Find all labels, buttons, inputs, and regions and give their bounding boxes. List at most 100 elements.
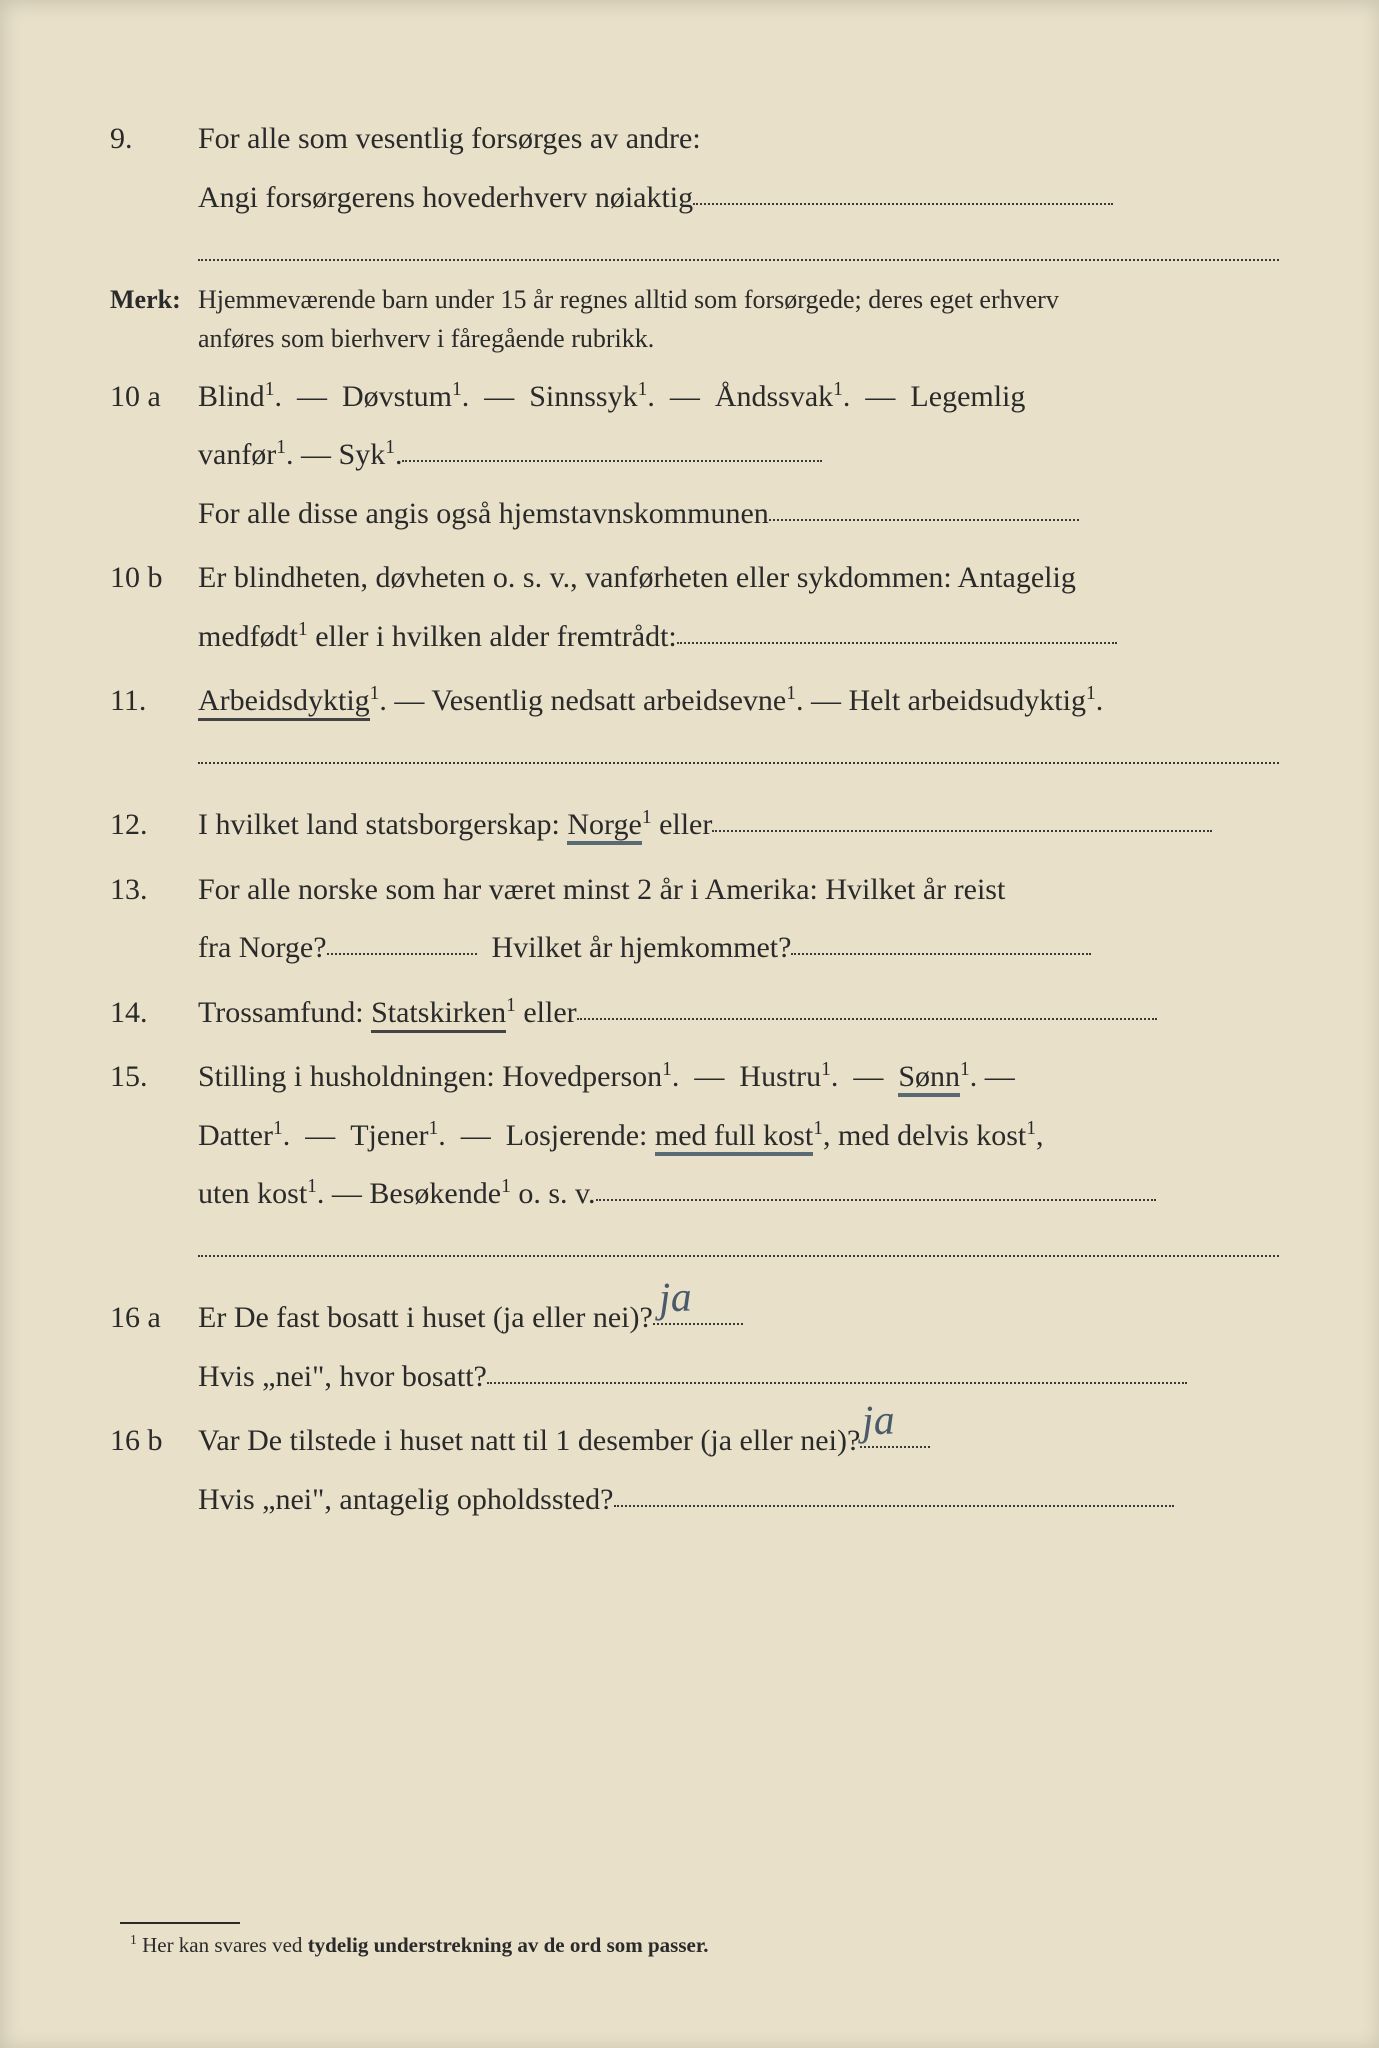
footnote-text-b: tydelig understrekning av de ord som pas…: [308, 1933, 709, 1957]
fill-line: [693, 176, 1113, 205]
q10a-syk: Syk: [339, 438, 386, 471]
question-9: 9. For alle som vesentlig forsørges av a…: [110, 110, 1279, 227]
q9-line1: For alle som vesentlig forsørges av andr…: [198, 122, 701, 155]
fill-line-full: [198, 233, 1279, 261]
fill-line: [614, 1478, 1174, 1507]
q10b-line2b: eller i hvilken alder fremtrådt:: [308, 620, 677, 653]
q9-number: 9.: [110, 110, 198, 169]
q15-hustru: Hustru: [739, 1060, 821, 1093]
q11-opt1: Arbeidsdyktig: [198, 684, 370, 721]
q14-after: eller: [516, 996, 577, 1029]
fill-line: [487, 1355, 1187, 1384]
footnote-text-a: Her kan svares ved: [137, 1933, 308, 1957]
question-12: 12. I hvilket land statsborgerskap: Norg…: [110, 796, 1279, 855]
q16b-number: 16 b: [110, 1412, 198, 1471]
q14-body: Trossamfund: Statskirken1 eller: [198, 984, 1279, 1043]
q16a-line2: Hvis „nei", hvor bosatt?: [198, 1360, 487, 1393]
q16a-line1: Er De fast bosatt i huset (ja eller nei)…: [198, 1301, 653, 1334]
fill-line: [769, 492, 1079, 521]
q14-opt: Statskirken: [371, 996, 506, 1033]
fill-line: [402, 433, 822, 462]
question-10a: 10 a Blind1. — Døvstum1. — Sinnssyk1. — …: [110, 368, 1279, 544]
q11-end: — Helt arbeidsudyktig: [804, 684, 1086, 717]
q16a-body: Er De fast bosatt i huset (ja eller nei)…: [198, 1289, 1279, 1406]
q10a-line3: For alle disse angis også hjemstavnskomm…: [198, 497, 769, 530]
q11-mid: — Vesentlig nedsatt arbeidsevne: [387, 684, 786, 717]
q13-line1: For alle norske som har været minst 2 år…: [198, 873, 1005, 906]
question-11: 11. Arbeidsdyktig1. — Vesentlig nedsatt …: [110, 672, 1279, 731]
question-13: 13. For alle norske som har været minst …: [110, 861, 1279, 978]
fill-line: [791, 926, 1091, 955]
footnote-marker: 1: [130, 1932, 137, 1947]
q14-text: Trossamfund:: [198, 996, 371, 1029]
q10a-number: 10 a: [110, 368, 198, 427]
fill-line: [327, 926, 477, 955]
q15-lead: Stilling i husholdningen: Hovedperson: [198, 1060, 662, 1093]
question-15: 15. Stilling i husholdningen: Hovedperso…: [110, 1048, 1279, 1224]
question-14: 14. Trossamfund: Statskirken1 eller: [110, 984, 1279, 1043]
q10a-vanfor: vanfør: [198, 438, 276, 471]
question-10b: 10 b Er blindheten, døvheten o. s. v., v…: [110, 549, 1279, 666]
q15-tjener: Tjener: [350, 1119, 428, 1152]
q15-datter: Datter: [198, 1119, 273, 1152]
footnote-rule: [120, 1922, 240, 1924]
q10b-line1: Er blindheten, døvheten o. s. v., vanfør…: [198, 561, 1076, 594]
q10a-body: Blind1. — Døvstum1. — Sinnssyk1. — Åndss…: [198, 368, 1279, 544]
fill-line: ja: [653, 1296, 743, 1325]
q12-body: I hvilket land statsborgerskap: Norge1 e…: [198, 796, 1279, 855]
q15-full: med full kost: [655, 1119, 813, 1156]
merk-text2: anføres som bierhverv i fåregående rubri…: [198, 324, 654, 353]
q15-delvis: , med delvis kost: [823, 1119, 1026, 1152]
q16b-answer: ja: [862, 1405, 896, 1440]
merk-note: Merk: Hjemmeværende barn under 15 år reg…: [110, 275, 1279, 358]
q12-after: eller: [652, 808, 713, 841]
q12-number: 12.: [110, 796, 198, 855]
q13-line2b: Hvilket år hjemkommet?: [492, 931, 792, 964]
fill-line-full: [198, 1230, 1279, 1258]
q15-sonn: Sønn: [898, 1060, 960, 1097]
q9-body: For alle som vesentlig forsørges av andr…: [198, 110, 1279, 227]
q10a-opt2: Døvstum: [342, 380, 452, 413]
question-16b: 16 b Var De tilstede i huset natt til 1 …: [110, 1412, 1279, 1529]
fill-line: [677, 615, 1117, 644]
q10a-opt1: Blind: [198, 380, 265, 413]
merk-text1: Hjemmeværende barn under 15 år regnes al…: [198, 285, 1059, 314]
q15-uten: uten kost: [198, 1177, 307, 1210]
q16a-number: 16 a: [110, 1289, 198, 1348]
q10a-opt3: Sinnssyk: [529, 380, 637, 413]
q10a-opt5: Legemlig: [910, 380, 1025, 413]
q13-body: For alle norske som har været minst 2 år…: [198, 861, 1279, 978]
q12-opt: Norge: [567, 808, 641, 845]
footnote-area: 1 Her kan svares ved tydelig understrekn…: [80, 1922, 1279, 1958]
footnote: 1 Her kan svares ved tydelig understrekn…: [130, 1932, 1279, 1958]
q16b-body: Var De tilstede i huset natt til 1 desem…: [198, 1412, 1279, 1529]
fill-line: ja: [860, 1419, 930, 1448]
q12-text: I hvilket land statsborgerskap:: [198, 808, 567, 841]
fill-line: [712, 803, 1212, 832]
q11-number: 11.: [110, 672, 198, 731]
q15-besok: Besøkende: [369, 1177, 501, 1210]
q15-body: Stilling i husholdningen: Hovedperson1. …: [198, 1048, 1279, 1224]
q15-losj: Losjerende:: [506, 1119, 655, 1152]
q16b-line2: Hvis „nei", antagelig opholdssted?: [198, 1483, 614, 1516]
fill-line: [577, 991, 1157, 1020]
q16a-answer: ja: [658, 1282, 692, 1317]
q10a-opt4: Åndssvak: [715, 380, 833, 413]
document-page: 9. For alle som vesentlig forsørges av a…: [0, 0, 1379, 2048]
q9-line2: Angi forsørgerens hovederhverv nøiaktig: [198, 181, 693, 214]
q14-number: 14.: [110, 984, 198, 1043]
q16b-line1: Var De tilstede i huset natt til 1 desem…: [198, 1424, 860, 1457]
fill-line-full: [198, 737, 1279, 765]
q15-number: 15.: [110, 1048, 198, 1107]
merk-body: Hjemmeværende barn under 15 år regnes al…: [198, 280, 1279, 358]
fill-line: [596, 1172, 1156, 1201]
question-16a: 16 a Er De fast bosatt i huset (ja eller…: [110, 1289, 1279, 1406]
q10b-number: 10 b: [110, 549, 198, 608]
q11-body: Arbeidsdyktig1. — Vesentlig nedsatt arbe…: [198, 672, 1279, 731]
q13-line2a: fra Norge?: [198, 931, 327, 964]
q10b-medfodt: medfødt: [198, 620, 298, 653]
q15-osv: o. s. v.: [511, 1177, 596, 1210]
q10b-body: Er blindheten, døvheten o. s. v., vanfør…: [198, 549, 1279, 666]
merk-label: Merk:: [110, 275, 198, 326]
q13-number: 13.: [110, 861, 198, 920]
